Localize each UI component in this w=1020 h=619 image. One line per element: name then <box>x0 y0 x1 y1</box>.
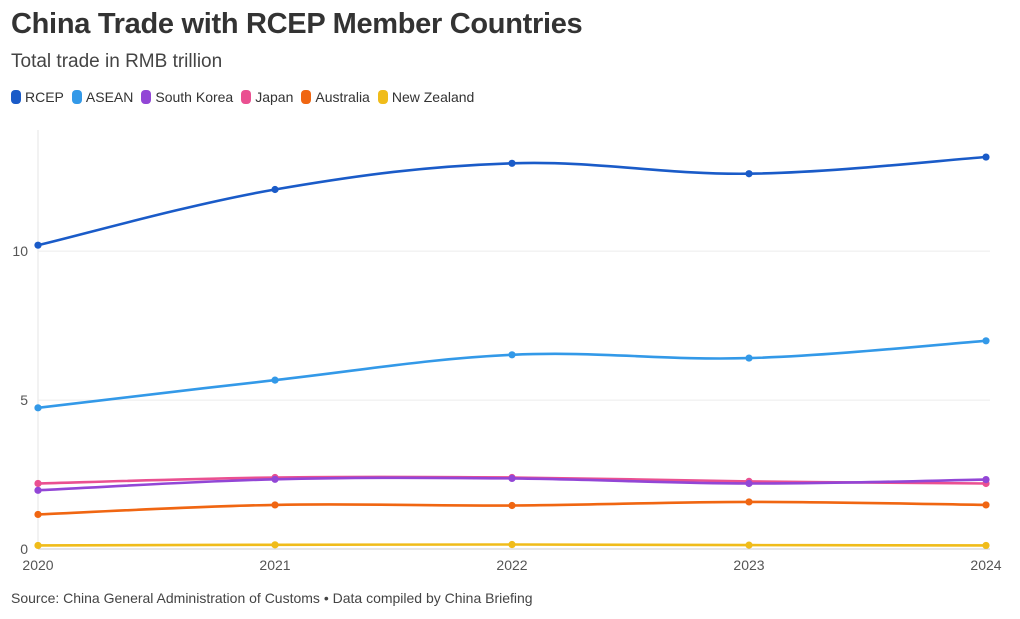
legend-swatch <box>301 90 312 104</box>
data-point-japan-2020 <box>34 479 42 488</box>
data-point-south-korea-2022 <box>508 474 516 483</box>
legend: RCEP ASEAN South Korea Japan Australia New Ze… <box>11 89 474 105</box>
data-point-rcep-2023 <box>745 170 753 178</box>
data-point-australia-2022 <box>508 501 516 510</box>
data-point-asean-2024 <box>982 337 990 345</box>
legend-item-new-zealand: New Zealand <box>377 89 475 105</box>
legend-label: New Zealand <box>391 89 475 105</box>
chart-subtitle: Total trade in RMB trillion <box>11 51 223 72</box>
series-line-asean <box>36 339 988 410</box>
y-tick-label: 5 <box>20 392 28 408</box>
data-point-new-zealand-2023 <box>745 541 753 549</box>
x-tick-label: 2023 <box>733 557 764 573</box>
legend-item-south-korea: South Korea <box>141 89 233 105</box>
data-point-australia-2023 <box>745 498 753 506</box>
legend-swatch <box>377 90 388 104</box>
data-point-new-zealand-2022 <box>508 540 516 549</box>
x-tick-label: 2024 <box>970 557 1001 573</box>
legend-item-australia: Australia <box>301 89 370 105</box>
legend-label: Australia <box>315 89 370 105</box>
data-point-south-korea-2020 <box>34 486 42 494</box>
legend-label: South Korea <box>155 89 234 105</box>
legend-swatch <box>11 90 21 104</box>
legend-item-japan: Japan <box>241 89 293 105</box>
x-tick-label: 2020 <box>22 557 53 573</box>
data-point-new-zealand-2020 <box>34 541 42 550</box>
y-tick-label: 0 <box>20 541 28 557</box>
data-point-new-zealand-2021 <box>271 541 279 549</box>
legend-item-rcep: RCEP <box>11 89 64 105</box>
data-point-asean-2020 <box>34 404 42 412</box>
data-point-australia-2020 <box>34 510 42 519</box>
data-point-new-zealand-2024 <box>982 541 990 550</box>
series-line-rcep <box>36 155 988 247</box>
chart-title: China Trade with RCEP Member Countries <box>11 8 583 40</box>
legend-label: Japan <box>255 89 294 105</box>
data-point-south-korea-2023 <box>745 479 753 488</box>
legend-label: RCEP <box>25 89 64 105</box>
data-point-south-korea-2021 <box>271 475 279 483</box>
data-point-rcep-2020 <box>34 241 42 249</box>
legend-swatch <box>241 90 252 104</box>
data-point-australia-2024 <box>982 501 990 509</box>
y-tick-label: 10 <box>12 243 28 259</box>
data-point-asean-2022 <box>508 351 516 359</box>
legend-item-asean: ASEAN <box>71 89 134 105</box>
source-note: Source: China General Administration of … <box>11 590 533 606</box>
legend-swatch <box>141 90 152 104</box>
x-tick-label: 2022 <box>496 557 527 573</box>
data-point-asean-2023 <box>745 354 753 362</box>
data-point-australia-2021 <box>271 501 279 509</box>
data-point-south-korea-2024 <box>982 476 990 484</box>
data-point-rcep-2021 <box>271 185 279 194</box>
x-tick-label: 2021 <box>259 557 290 573</box>
legend-swatch <box>71 90 82 104</box>
data-point-rcep-2024 <box>982 153 990 161</box>
legend-label: ASEAN <box>85 89 134 105</box>
data-point-asean-2021 <box>271 376 279 384</box>
data-point-rcep-2022 <box>508 159 516 167</box>
